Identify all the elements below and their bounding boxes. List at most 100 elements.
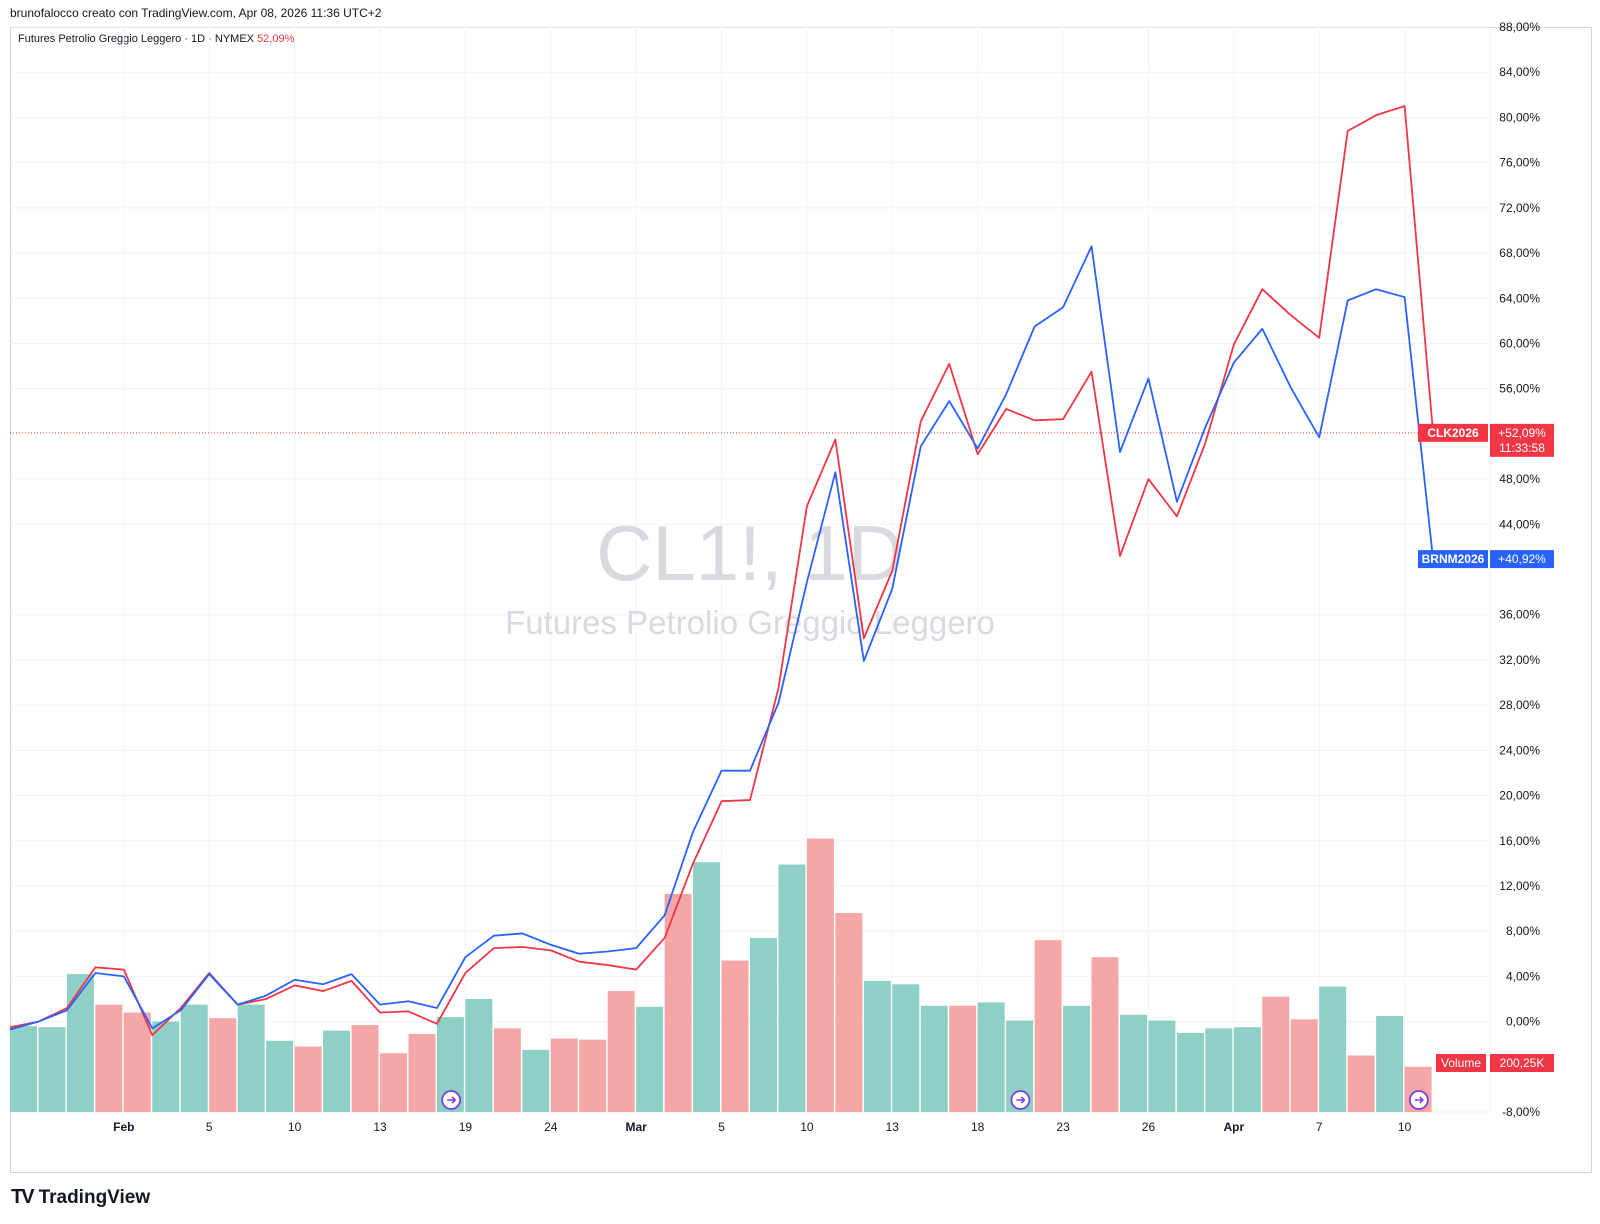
price-label-value-bg (1490, 423, 1554, 457)
x-tick-label: 24 (544, 1120, 558, 1134)
price-label-name: CLK2026 (1427, 426, 1479, 440)
volume-bar (123, 1012, 151, 1112)
y-tick-label: 80,00% (1499, 110, 1540, 124)
footer: TV TradingView (11, 1186, 150, 1209)
volume-bars (10, 838, 1432, 1112)
x-tick-label: Mar (625, 1120, 647, 1134)
price-labels: CLK2026 +52,09%11:33:58 BRNM2026 +40,92% Vol… (1418, 423, 1554, 1072)
price-label-clk2026[interactable]: CLK2026 +52,09%11:33:58 (1418, 423, 1554, 457)
volume-label-name-bg (1436, 1054, 1486, 1072)
volume-bar (323, 1030, 351, 1112)
legend-change: 52,09% (257, 33, 295, 45)
volume-bar (1233, 1027, 1261, 1112)
volume-bar (607, 991, 635, 1112)
y-tick-label: 24,00% (1499, 743, 1540, 757)
volume-bar (10, 1026, 37, 1112)
volume-bar (863, 980, 891, 1112)
y-tick-label: 48,00% (1499, 472, 1540, 486)
y-tick-label: 64,00% (1499, 291, 1540, 305)
x-tick-label: Feb (113, 1120, 134, 1134)
volume-bar (1063, 1005, 1091, 1112)
y-tick-label: 88,00% (1499, 20, 1540, 34)
price-label-time: 11:33:58 (1499, 441, 1545, 455)
economic-event-icon[interactable] (1010, 1090, 1031, 1110)
economic-event-icon[interactable] (441, 1090, 462, 1110)
x-axis: Feb 5 10 13 19 24 Mar 5 10 13 18 23 26 Apr 7 10 (113, 1120, 1411, 1134)
x-tick-label: 5 (718, 1120, 725, 1134)
volume-bar (380, 1053, 407, 1112)
volume-bar (1091, 957, 1119, 1112)
series-line-brnm2026 (9, 245, 1434, 1031)
x-tick-label: 10 (1398, 1120, 1412, 1134)
volume-bar (465, 998, 493, 1112)
x-tick-label: 13 (373, 1120, 387, 1134)
volume-bar (408, 1034, 436, 1112)
y-tick-label: 56,00% (1499, 382, 1540, 396)
chart-watermark: CL1!, 1D Futures Petrolio Greggio Legger… (505, 509, 995, 641)
lightning-event-icon-glyph (1414, 1096, 1424, 1104)
y-tick-label: 12,00% (1499, 879, 1540, 893)
volume-bar (1205, 1028, 1233, 1112)
chart-header: brunofalocco creato con TradingView.com,… (10, 6, 382, 20)
y-tick-label: 68,00% (1499, 246, 1540, 260)
y-tick-label: 60,00% (1499, 336, 1540, 350)
volume-label-value-bg (1490, 1054, 1554, 1072)
volume-bar (806, 838, 834, 1112)
y-tick-label: 32,00% (1499, 653, 1540, 667)
volume-bar (237, 1004, 265, 1112)
legend-symbol: Futures Petrolio Greggio Leggero · 1D · … (18, 33, 254, 45)
volume-label[interactable]: Volume 200,25K (1436, 1054, 1554, 1072)
volume-bar (95, 1004, 123, 1112)
x-tick-label: 19 (459, 1120, 473, 1134)
watermark-name: Futures Petrolio Greggio Leggero (505, 604, 995, 641)
price-label-value: +52,09% (1498, 426, 1546, 440)
volume-bar (209, 1018, 237, 1112)
lightning-event-icon[interactable] (1408, 1090, 1429, 1110)
volume-bar (1120, 1014, 1147, 1112)
volume-label-name: Volume (1441, 1056, 1481, 1070)
x-tick-label: 26 (1142, 1120, 1156, 1134)
price-label-value: +40,92% (1498, 552, 1546, 566)
y-tick-label: 84,00% (1499, 65, 1540, 79)
economic-event-icon-glyph (1016, 1096, 1026, 1104)
price-label-name-bg (1418, 423, 1488, 442)
price-chart[interactable]: CL1!, 1D Futures Petrolio Greggio Legger… (0, 0, 1600, 1180)
x-tick-label: 18 (971, 1120, 985, 1134)
volume-bar (949, 1005, 977, 1112)
volume-bar (493, 1028, 521, 1112)
volume-bar (1290, 1019, 1318, 1112)
volume-bar (721, 960, 749, 1112)
volume-bar (1034, 940, 1062, 1112)
watermark-ticker: CL1!, 1D (596, 509, 904, 597)
y-tick-label: 36,00% (1499, 608, 1540, 622)
tradingview-logo-icon: TV (11, 1186, 35, 1208)
y-axis: 88,00% 84,00% 80,00% 76,00% 72,00% 68,00% 64,0… (1499, 20, 1540, 1119)
y-tick-label: -8,00% (1502, 1105, 1540, 1119)
x-tick-label: 7 (1316, 1120, 1323, 1134)
volume-bar (750, 937, 777, 1112)
volume-label-value: 200,25K (1500, 1056, 1545, 1070)
price-label-brnm2026[interactable]: BRNM2026 +40,92% (1418, 550, 1554, 569)
volume-bar (1319, 986, 1347, 1112)
y-tick-label: 44,00% (1499, 517, 1540, 531)
y-tick-label: 8,00% (1506, 924, 1540, 938)
volume-bar (778, 864, 806, 1112)
volume-bar (266, 1040, 294, 1112)
volume-bar (294, 1046, 322, 1112)
volume-bar (636, 1006, 664, 1112)
x-tick-label: 5 (206, 1120, 213, 1134)
volume-bar (152, 1021, 180, 1112)
y-tick-label: 76,00% (1499, 156, 1540, 170)
y-tick-label: 4,00% (1506, 969, 1540, 983)
volume-bar (579, 1039, 607, 1112)
series-lines (9, 105, 1437, 1037)
x-tick-label: Apr (1224, 1120, 1245, 1134)
event-markers (441, 1090, 1429, 1110)
symbol-legend[interactable]: Futures Petrolio Greggio Leggero · 1D · … (18, 33, 294, 45)
y-tick-label: 28,00% (1499, 698, 1540, 712)
volume-bar (1376, 1015, 1404, 1112)
volume-bar (1176, 1032, 1204, 1112)
volume-bar (1347, 1055, 1375, 1112)
volume-bar (664, 893, 692, 1112)
volume-bar (892, 984, 920, 1112)
